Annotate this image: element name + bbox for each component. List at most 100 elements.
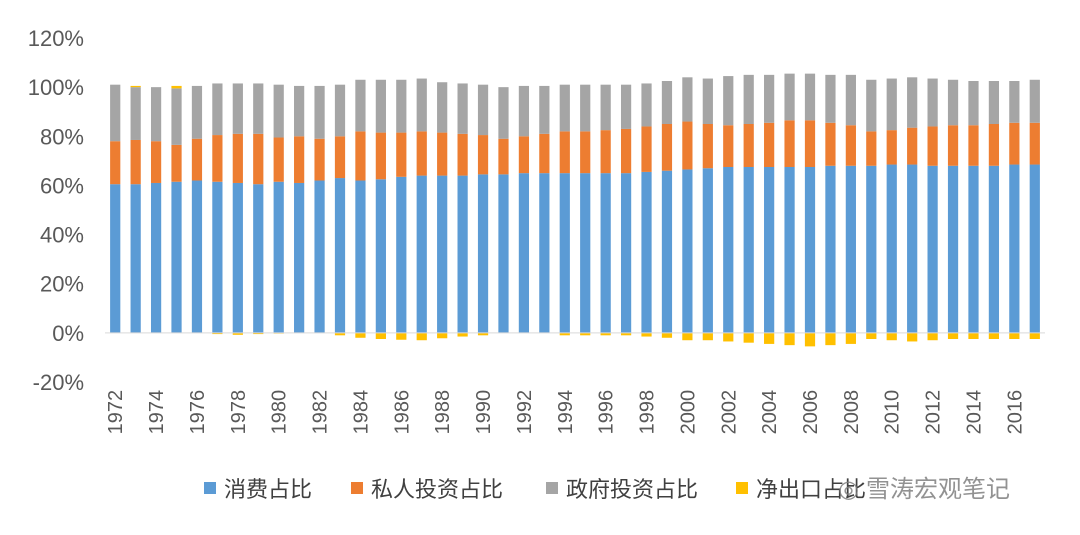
- bar-segment-series1: [212, 135, 223, 182]
- bar-segment-series0: [191, 180, 203, 333]
- x-tick-label: 2002: [718, 390, 740, 435]
- bar-segment-series0: [232, 182, 243, 333]
- legend-swatch: [736, 482, 748, 494]
- x-tick-label: 1988: [432, 390, 454, 435]
- bar-segment-series3: [886, 332, 897, 341]
- bar-segment-series2: [150, 87, 162, 142]
- y-tick-label: 20%: [40, 272, 84, 297]
- bar-segment-series1: [253, 133, 264, 185]
- x-tick-label: 2010: [882, 390, 904, 435]
- bar-segment-series1: [784, 120, 795, 167]
- x-tick-label: 2014: [963, 390, 985, 435]
- bar-segment-series0: [416, 175, 427, 333]
- bar-segment-series3: [764, 332, 775, 344]
- bar-segment-series0: [477, 174, 489, 333]
- bar-segment-series1: [702, 124, 713, 169]
- bar-segment-series0: [682, 169, 693, 333]
- bar-segment-series2: [845, 74, 856, 126]
- legend-swatch: [546, 482, 558, 494]
- bar-segment-series0: [150, 182, 162, 333]
- y-tick-label: 40%: [40, 223, 84, 248]
- legend-label: 私人投资占比: [371, 478, 503, 503]
- bar-segment-series3: [416, 332, 427, 341]
- bar-segment-series3: [375, 332, 386, 339]
- bar-segment-series2: [518, 85, 530, 137]
- x-tick-label: 1998: [637, 390, 659, 435]
- bar-segment-series3: [477, 332, 489, 336]
- bar-segment-series0: [886, 164, 897, 333]
- y-tick-label: 0%: [52, 321, 84, 346]
- bar-segment-series2: [1009, 81, 1020, 123]
- bar-segment-series3: [723, 332, 734, 342]
- bar-segment-series0: [130, 184, 141, 333]
- bar-segment-series0: [764, 167, 775, 333]
- y-axis: 120% 100% 80% 60% 40% 20% 0% -20%: [28, 26, 84, 395]
- bar-segment-series1: [580, 131, 591, 174]
- bar-segment-series0: [661, 170, 673, 333]
- x-tick-label: 2016: [1004, 390, 1026, 435]
- bar-segment-series3: [845, 332, 856, 344]
- bar-segment-series2: [457, 83, 468, 134]
- bar-segment-series1: [150, 141, 162, 183]
- bar-segment-series0: [396, 176, 407, 333]
- x-tick-label: 1976: [187, 390, 209, 435]
- x-tick-label: 1978: [228, 390, 250, 435]
- bar-segment-series2: [314, 85, 325, 139]
- bar-segment-series0: [457, 175, 468, 333]
- bar-segment-series0: [1029, 164, 1040, 333]
- bar-segment-series2: [559, 84, 570, 132]
- bar-segment-series0: [968, 165, 979, 333]
- bar-segment-series2: [375, 79, 386, 133]
- bar-segment-series3: [702, 332, 713, 341]
- bar-segment-series3: [559, 332, 570, 336]
- bar-segment-series3: [947, 332, 959, 339]
- bar-segment-series3: [130, 85, 141, 88]
- bar-segment-series1: [437, 132, 448, 176]
- bar-segment-series0: [866, 165, 877, 333]
- x-tick-label: 1986: [391, 390, 413, 435]
- bar-segment-series1: [682, 121, 693, 170]
- bar-segment-series2: [110, 84, 121, 142]
- bar-segment-series2: [232, 83, 243, 134]
- bar-segment-series3: [1029, 332, 1040, 339]
- legend-label: 净出口占比: [756, 478, 866, 503]
- legend: 消费占比 私人投资占比 政府投资占比 净出口占比: [204, 478, 866, 503]
- bar-segment-series2: [743, 74, 754, 124]
- bar-segment-series3: [661, 332, 673, 338]
- bar-segment-series2: [764, 74, 775, 123]
- bar-segment-series0: [294, 182, 305, 333]
- bar-segment-series1: [416, 131, 427, 176]
- x-tick-label: 1972: [105, 390, 127, 435]
- bar-segment-series1: [825, 122, 836, 166]
- bar-segment-series0: [539, 173, 550, 333]
- bar-segment-series0: [559, 173, 570, 333]
- bar-segment-series1: [600, 130, 611, 174]
- bar-segment-series1: [130, 139, 141, 185]
- bar-segment-series0: [171, 181, 182, 333]
- bar-segment-series3: [355, 332, 366, 338]
- x-tick-label: 2000: [677, 390, 699, 435]
- bar-segment-series3: [620, 332, 632, 336]
- bar-segment-series2: [253, 83, 264, 134]
- bar-segment-series2: [171, 88, 182, 145]
- bar-segment-series0: [641, 171, 652, 333]
- bar-segment-series2: [334, 84, 346, 137]
- legend-label: 消费占比: [224, 478, 312, 503]
- bar-segment-series2: [477, 84, 489, 136]
- bar-segment-series0: [600, 173, 611, 333]
- x-tick-label: 1996: [596, 390, 618, 435]
- bar-segment-series3: [457, 332, 468, 337]
- bar-segment-series2: [498, 87, 509, 139]
- bar-segment-series2: [723, 76, 734, 126]
- bar-segment-series2: [784, 73, 795, 121]
- bar-segment-series0: [375, 179, 386, 333]
- x-axis: 1972 1974 1976 1978 1980 1982 1984 1986 1988 1990…: [105, 390, 1026, 435]
- y-tick-label: 120%: [28, 26, 84, 51]
- bar-segment-series2: [416, 78, 427, 132]
- bar-segment-series1: [804, 120, 816, 167]
- y-tick-label: 80%: [40, 124, 84, 149]
- bar-segment-series1: [743, 124, 754, 167]
- bar-segment-series1: [498, 138, 509, 175]
- bar-segment-series1: [907, 127, 918, 165]
